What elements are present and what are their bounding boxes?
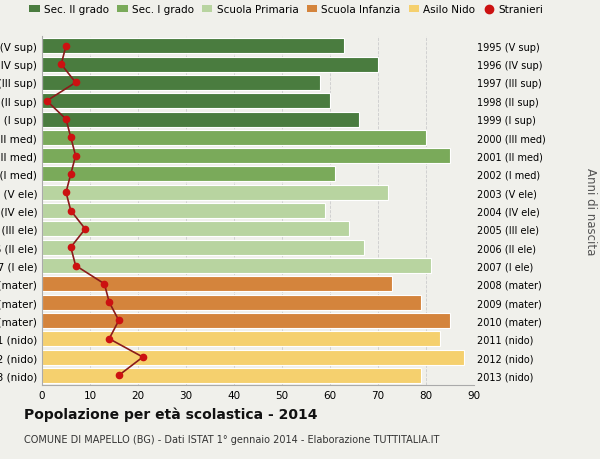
Bar — [42, 167, 335, 182]
Bar — [42, 295, 421, 310]
Bar — [42, 112, 359, 127]
Bar — [42, 76, 320, 91]
Legend: Sec. II grado, Sec. I grado, Scuola Primaria, Scuola Infanzia, Asilo Nido, Stran: Sec. II grado, Sec. I grado, Scuola Prim… — [29, 5, 543, 15]
Bar — [42, 331, 440, 347]
Bar — [42, 185, 388, 201]
Bar — [42, 350, 464, 365]
Bar — [42, 313, 450, 328]
Bar — [42, 204, 325, 218]
Text: Popolazione per età scolastica - 2014: Popolazione per età scolastica - 2014 — [24, 406, 317, 421]
Bar — [42, 222, 349, 237]
Bar — [42, 258, 431, 274]
Bar — [42, 240, 364, 255]
Bar — [42, 131, 426, 146]
Text: COMUNE DI MAPELLO (BG) - Dati ISTAT 1° gennaio 2014 - Elaborazione TUTTITALIA.IT: COMUNE DI MAPELLO (BG) - Dati ISTAT 1° g… — [24, 434, 439, 444]
Text: Anni di nascita: Anni di nascita — [584, 168, 597, 255]
Bar — [42, 94, 330, 109]
Bar — [42, 57, 378, 73]
Bar — [42, 39, 344, 54]
Bar — [42, 368, 421, 383]
Bar — [42, 277, 392, 291]
Bar — [42, 149, 450, 164]
